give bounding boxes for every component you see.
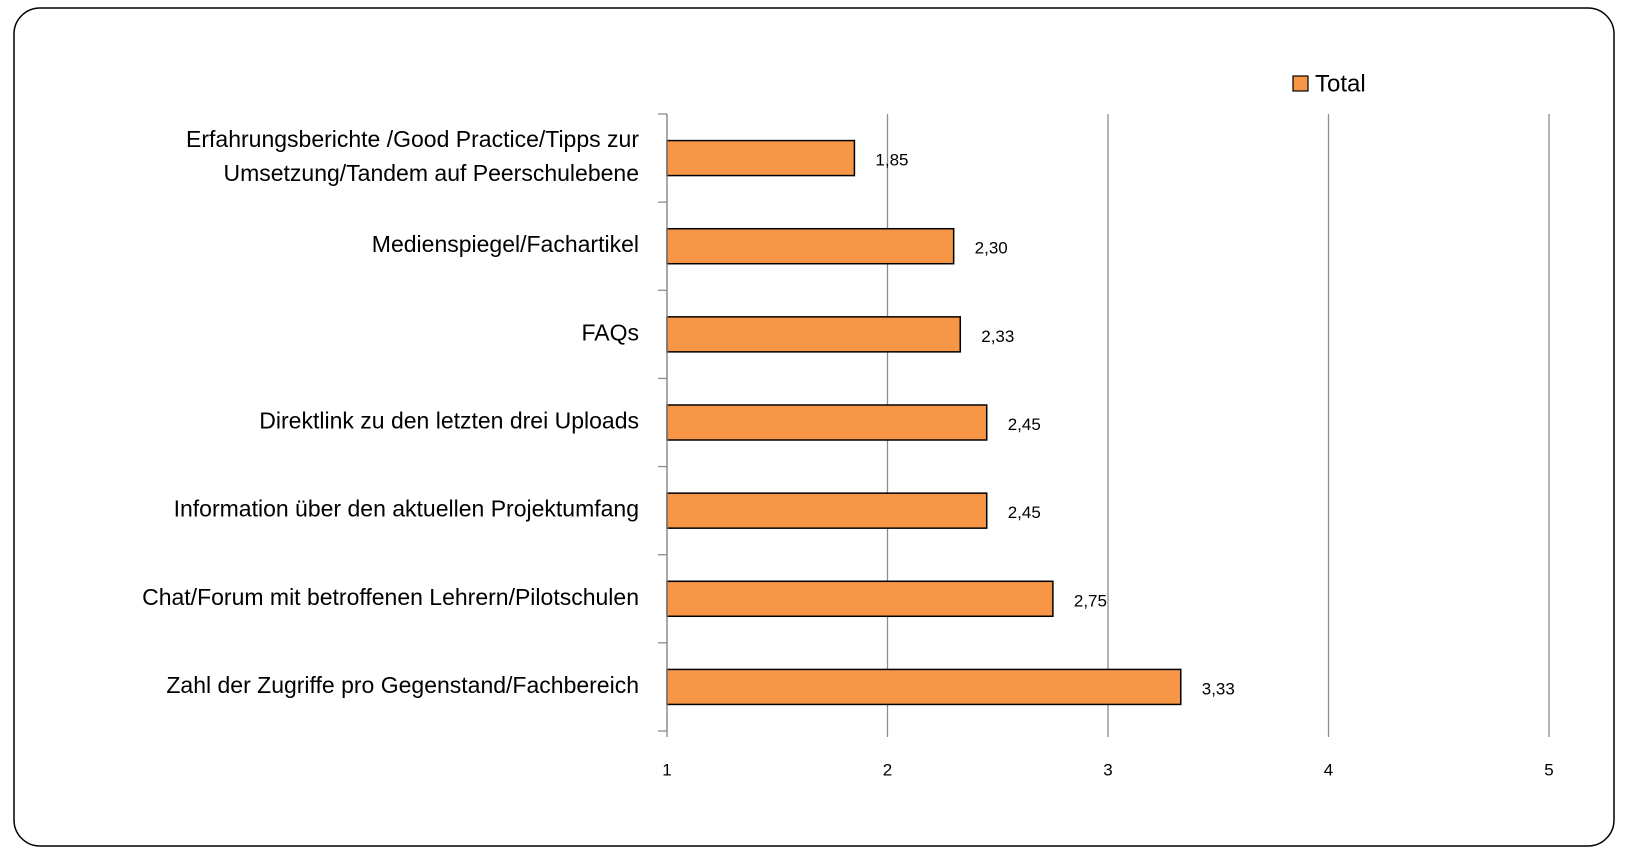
y-tick-label: Information über den aktuellen Projektum…	[174, 496, 639, 522]
bar	[666, 139, 856, 177]
x-tick-label: 1	[662, 760, 671, 779]
y-tick-label: Zahl der Zugriffe pro Gegenstand/Fachber…	[166, 672, 639, 698]
data-label: 2,33	[981, 327, 1014, 346]
y-tick-label: Medienspiegel/Fachartikel	[372, 231, 639, 257]
x-tick-label: 4	[1324, 760, 1333, 779]
legend-label: Total	[1315, 70, 1366, 97]
y-tick-label: Erfahrungsberichte /Good Practice/Tipps …	[186, 126, 639, 186]
data-label: 2,30	[975, 239, 1008, 258]
bar	[666, 492, 988, 529]
x-tick-label: 2	[883, 760, 892, 779]
bar	[666, 227, 955, 265]
bar	[666, 316, 962, 353]
x-tick-label: 5	[1544, 760, 1553, 779]
data-label: 2,45	[1008, 503, 1041, 522]
data-label: 3,33	[1202, 679, 1235, 698]
bar	[666, 668, 1182, 706]
bar	[666, 580, 1054, 618]
data-label: 1,85	[875, 151, 908, 170]
y-tick-label: Chat/Forum mit betroffenen Lehrern/Pilot…	[142, 584, 639, 610]
data-label: 2,75	[1074, 591, 1107, 610]
bar	[666, 404, 988, 441]
data-label: 2,45	[1008, 415, 1041, 434]
legend-swatch	[1292, 75, 1309, 92]
y-tick-label: FAQs	[581, 319, 639, 345]
x-tick-label: 3	[1103, 760, 1112, 779]
y-tick-label: Direktlink zu den letzten drei Uploads	[259, 408, 639, 434]
